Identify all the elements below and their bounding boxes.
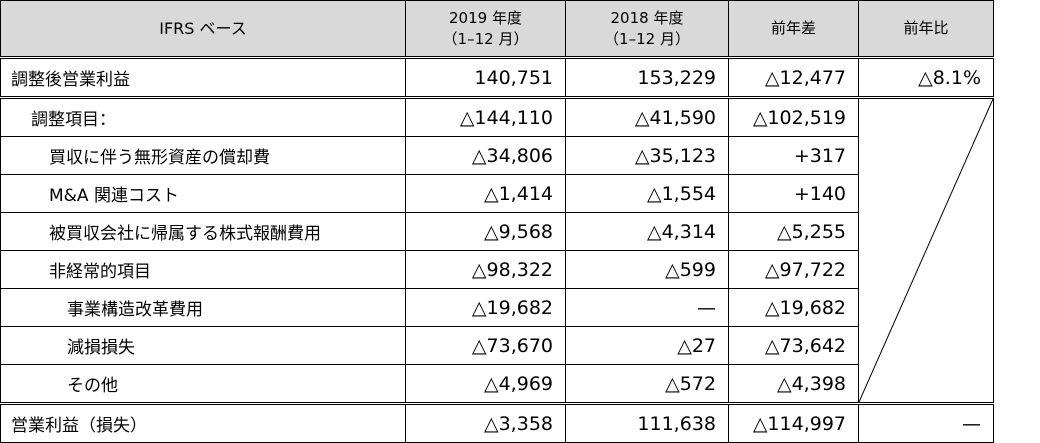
table-row: その他 △4,969 △572 △4,398 (0, 364, 994, 404)
table-row-total: 営業利益（損失） △3,358 111,638 △114,997 — (0, 402, 994, 443)
cell-2018: △35,123 (565, 136, 729, 175)
header-2018: 2018 年度 （1–12 月） (565, 0, 729, 58)
adjusted-operating-profit-table: IFRS ベース 2019 年度 （1–12 月） 2018 年度 （1–12 … (0, 0, 994, 443)
header-diff: 前年差 (728, 0, 859, 58)
header-2019-year: 2019 年度 (449, 8, 522, 27)
diagonal-slash (859, 99, 993, 402)
row-label: 調整項目： (0, 96, 406, 137)
cell-2018: — (565, 288, 729, 327)
table-row: M&A 関連コスト △1,414 △1,554 +140 (0, 174, 994, 213)
cell-diff: △19,682 (728, 288, 859, 327)
table-row: 調整項目： △144,110 △41,590 △102,519 (0, 96, 994, 404)
cell-2018: △27 (565, 326, 729, 365)
cell-diff: +140 (728, 174, 859, 213)
table-row: 事業構造改革費用 △19,682 — △19,682 (0, 288, 994, 327)
cell-2019: △98,322 (405, 250, 566, 289)
cell-2018: 153,229 (565, 56, 729, 98)
header-2018-period: （1–12 月） (604, 29, 690, 48)
header-2018-year: 2018 年度 (610, 8, 684, 27)
header-basis: IFRS ベース (0, 0, 406, 58)
cell-2019: △9,568 (405, 212, 566, 251)
financial-table-container: IFRS ベース 2019 年度 （1–12 月） 2018 年度 （1–12 … (0, 0, 994, 443)
row-label: 被買収会社に帰属する株式報酬費用 (0, 212, 406, 251)
cell-2019: △3,358 (405, 402, 566, 443)
cell-2018: △4,314 (565, 212, 729, 251)
cell-2018: 111,638 (565, 402, 729, 443)
header-ratio: 前年比 (858, 0, 994, 58)
cell-2019: △4,969 (405, 364, 566, 404)
cell-diff: +317 (728, 136, 859, 175)
cell-2018: △41,590 (565, 96, 729, 137)
table-row: 減損損失 △73,670 △27 △73,642 (0, 326, 994, 365)
row-label: 事業構造改革費用 (0, 288, 406, 327)
cell-2019: △73,670 (405, 326, 566, 365)
cell-2018: △1,554 (565, 174, 729, 213)
cell-ratio: — (858, 402, 994, 443)
cell-diff: △114,997 (728, 402, 859, 443)
table-row: 被買収会社に帰属する株式報酬費用 △9,568 △4,314 △5,255 (0, 212, 994, 251)
cell-diff: △102,519 (728, 96, 859, 137)
header-2019-period: （1–12 月） (442, 29, 529, 48)
cell-2019: △34,806 (405, 136, 566, 175)
row-label: 減損損失 (0, 326, 406, 365)
cell-diff: △12,477 (728, 56, 859, 98)
cell-2018: △599 (565, 250, 729, 289)
cell-2019: △144,110 (405, 96, 566, 137)
row-label: 調整後営業利益 (0, 56, 406, 98)
cell-2019: 140,751 (405, 56, 566, 98)
table-row: 調整後営業利益 140,751 153,229 △12,477 △8.1% (0, 56, 994, 98)
cell-diff: △97,722 (728, 250, 859, 289)
row-label: 非経常的項目 (0, 250, 406, 289)
table-header-row: IFRS ベース 2019 年度 （1–12 月） 2018 年度 （1–12 … (0, 0, 994, 58)
header-2019: 2019 年度 （1–12 月） (405, 0, 566, 58)
cell-2019: △19,682 (405, 288, 566, 327)
table-row: 非経常的項目 △98,322 △599 △97,722 (0, 250, 994, 289)
table-row: 買収に伴う無形資産の償却費 △34,806 △35,123 +317 (0, 136, 994, 175)
cell-diff: △5,255 (728, 212, 859, 251)
cell-2019: △1,414 (405, 174, 566, 213)
row-label: その他 (0, 364, 406, 404)
cell-diff: △73,642 (728, 326, 859, 365)
cell-diff: △4,398 (728, 364, 859, 404)
row-label: M&A 関連コスト (0, 174, 406, 213)
cell-2018: △572 (565, 364, 729, 404)
diagonal-na-cell (858, 96, 994, 404)
cell-ratio: △8.1% (858, 56, 994, 98)
row-label: 営業利益（損失） (0, 402, 406, 443)
row-label: 買収に伴う無形資産の償却費 (0, 136, 406, 175)
